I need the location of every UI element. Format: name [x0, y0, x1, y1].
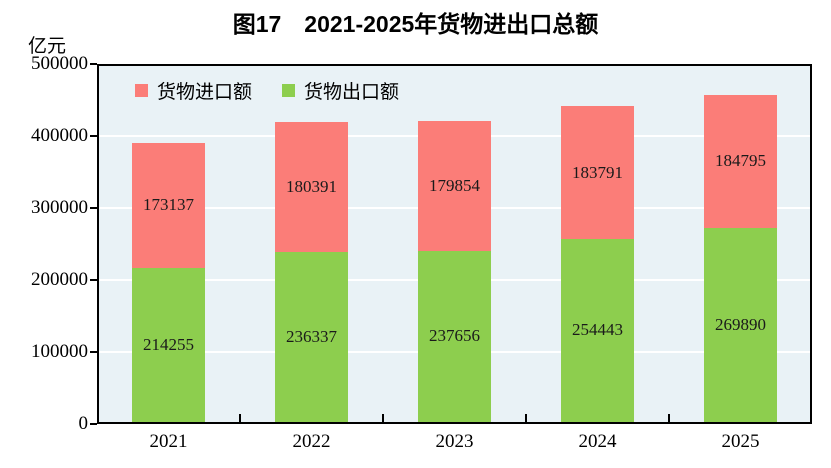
y-axis-label-300000: 300000 [31, 197, 88, 218]
y-axis-label-100000: 100000 [31, 341, 88, 362]
y-axis-label-500000: 500000 [31, 53, 88, 74]
legend-item-export: 货物出口额 [282, 77, 399, 104]
y-axis-tick [90, 207, 97, 209]
bar-2022-import-segment: 180391 [275, 121, 348, 252]
x-axis-tick [525, 414, 527, 422]
bar-2021-import-segment: 173137 [132, 143, 205, 268]
bar-2022: 180391 236337 [275, 121, 348, 422]
x-axis-tick [382, 414, 384, 422]
export-color-swatch [282, 84, 296, 97]
bar-2021: 173137 214255 [132, 143, 205, 422]
y-axis-tick [90, 279, 97, 281]
bar-2025: 184795 269890 [704, 94, 777, 422]
legend-label-export: 货物出口额 [304, 82, 400, 103]
x-axis-tick [239, 414, 241, 422]
x-axis-tick [668, 414, 670, 422]
y-axis-tick [90, 351, 97, 353]
legend: 货物进口额 货物出口额 [135, 77, 399, 104]
x-axis-label-2023: 2023 [435, 431, 474, 452]
bar-2024: 183791 254443 [561, 106, 634, 422]
import-color-swatch [135, 84, 148, 97]
y-axis-tick [90, 63, 97, 65]
legend-label-import: 货物进口额 [157, 82, 253, 103]
bar-2021-export-segment: 214255 [132, 267, 205, 422]
bar-2025-import-segment: 184795 [704, 94, 777, 228]
bar-2024-import-segment: 183791 [561, 106, 634, 239]
bar-2023-export-segment: 237656 [418, 250, 491, 422]
bar-2022-export-segment: 236337 [275, 251, 348, 422]
x-axis-label-2025: 2025 [721, 431, 760, 452]
y-axis-tick [90, 135, 97, 137]
bar-2023-import-segment: 179854 [418, 121, 491, 251]
legend-item-import: 货物进口额 [135, 77, 252, 104]
x-axis-label-2024: 2024 [578, 431, 617, 452]
x-axis-label-2022: 2022 [292, 431, 331, 452]
y-axis-unit-label: 亿元 [28, 36, 67, 57]
bar-2025-export-segment: 269890 [704, 227, 777, 422]
bar-2023: 179854 237656 [418, 121, 491, 422]
bar-2024-export-segment: 254443 [561, 238, 634, 422]
page-title: 图17 2021-2025年货物进出口总额 [232, 11, 599, 37]
x-axis-label-2021: 2021 [149, 431, 188, 452]
plot-area: 货物进口额 货物出口额 173137 214255 180391 236337 1798… [97, 64, 812, 424]
y-axis-tick [90, 423, 97, 425]
y-axis-label-200000: 200000 [31, 269, 88, 290]
y-axis-label-400000: 400000 [31, 125, 88, 146]
y-axis-label-0: 0 [78, 413, 89, 434]
